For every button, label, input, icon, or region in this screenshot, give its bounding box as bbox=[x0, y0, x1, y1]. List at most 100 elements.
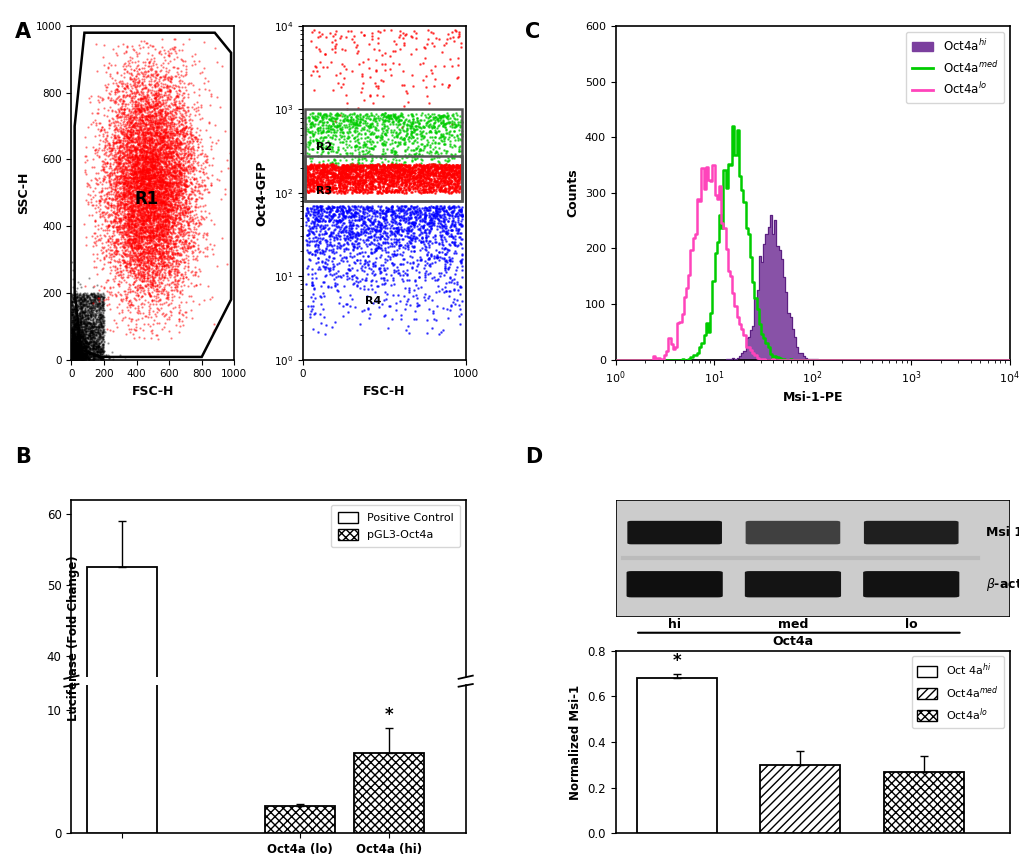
Point bbox=[120, 213, 137, 227]
Point bbox=[170, 90, 186, 104]
Point bbox=[335, 173, 352, 187]
Point bbox=[90, 289, 106, 303]
Point bbox=[137, 172, 153, 186]
Point bbox=[160, 211, 176, 225]
Point bbox=[148, 261, 164, 275]
Point bbox=[124, 235, 141, 249]
Point bbox=[345, 131, 362, 145]
Point bbox=[121, 226, 138, 240]
Point bbox=[149, 224, 165, 238]
Point bbox=[103, 192, 119, 206]
Point bbox=[89, 341, 105, 355]
Point bbox=[314, 140, 330, 154]
Point bbox=[135, 158, 151, 172]
Point bbox=[327, 125, 343, 139]
Point bbox=[334, 76, 351, 90]
Point bbox=[433, 225, 449, 239]
Point bbox=[96, 101, 112, 115]
Point bbox=[144, 99, 160, 113]
Point bbox=[161, 163, 177, 177]
Point bbox=[72, 350, 89, 364]
Point bbox=[318, 165, 334, 179]
Point bbox=[147, 101, 163, 115]
Point bbox=[74, 314, 91, 328]
Point bbox=[117, 238, 133, 252]
Point bbox=[90, 339, 106, 353]
Point bbox=[131, 176, 148, 190]
Point bbox=[83, 287, 99, 301]
Point bbox=[378, 204, 394, 218]
Point bbox=[154, 218, 170, 232]
Point bbox=[70, 326, 87, 339]
Point bbox=[379, 132, 395, 146]
Point bbox=[70, 318, 87, 332]
Point bbox=[172, 225, 189, 239]
Point bbox=[151, 180, 167, 194]
Point bbox=[331, 240, 347, 253]
Point bbox=[143, 160, 159, 174]
Point bbox=[436, 247, 452, 260]
Point bbox=[359, 221, 375, 235]
Point bbox=[137, 278, 153, 292]
Point bbox=[165, 42, 181, 56]
Point bbox=[429, 177, 445, 191]
Point bbox=[69, 321, 86, 335]
Point bbox=[67, 343, 84, 357]
Point bbox=[299, 162, 315, 176]
Point bbox=[86, 290, 102, 304]
Point bbox=[123, 142, 140, 156]
Point bbox=[130, 153, 147, 167]
Point bbox=[120, 162, 137, 176]
Point bbox=[115, 228, 131, 242]
Point bbox=[128, 207, 145, 220]
Point bbox=[139, 224, 155, 238]
Point bbox=[115, 166, 131, 180]
Point bbox=[157, 162, 173, 176]
Point bbox=[352, 108, 368, 122]
Point bbox=[139, 253, 155, 267]
Point bbox=[407, 232, 423, 246]
Point bbox=[66, 343, 83, 357]
Point bbox=[148, 192, 164, 206]
Point bbox=[65, 342, 82, 356]
Point bbox=[136, 188, 152, 202]
Point bbox=[404, 161, 420, 175]
Point bbox=[323, 42, 339, 56]
Point bbox=[197, 198, 213, 212]
Point bbox=[160, 118, 176, 132]
Point bbox=[76, 345, 93, 359]
Point bbox=[73, 301, 90, 315]
Point bbox=[157, 222, 173, 236]
Point bbox=[313, 118, 329, 132]
Point bbox=[159, 107, 175, 121]
Point bbox=[126, 142, 143, 156]
Point bbox=[451, 236, 468, 250]
Point bbox=[421, 163, 437, 177]
Point bbox=[310, 122, 326, 136]
Point bbox=[427, 200, 443, 214]
Point bbox=[159, 194, 175, 208]
Point bbox=[63, 342, 79, 356]
Point bbox=[387, 159, 404, 173]
Point bbox=[114, 84, 130, 98]
Point bbox=[357, 223, 373, 237]
Point bbox=[405, 165, 421, 179]
Point bbox=[169, 188, 185, 202]
Point bbox=[69, 326, 86, 339]
Point bbox=[92, 305, 108, 319]
Point bbox=[150, 166, 166, 180]
Point bbox=[132, 195, 149, 209]
Point bbox=[67, 347, 84, 361]
Point bbox=[71, 338, 88, 352]
Point bbox=[405, 165, 421, 179]
Point bbox=[66, 344, 83, 358]
Point bbox=[138, 230, 154, 244]
Legend: Positive Control, pGL3-Oct4a: Positive Control, pGL3-Oct4a bbox=[331, 505, 460, 547]
Point bbox=[136, 133, 152, 147]
Point bbox=[452, 40, 469, 54]
Point bbox=[199, 228, 215, 242]
Point bbox=[345, 176, 362, 190]
Point bbox=[452, 161, 469, 174]
Point bbox=[69, 322, 86, 336]
Point bbox=[70, 338, 87, 352]
